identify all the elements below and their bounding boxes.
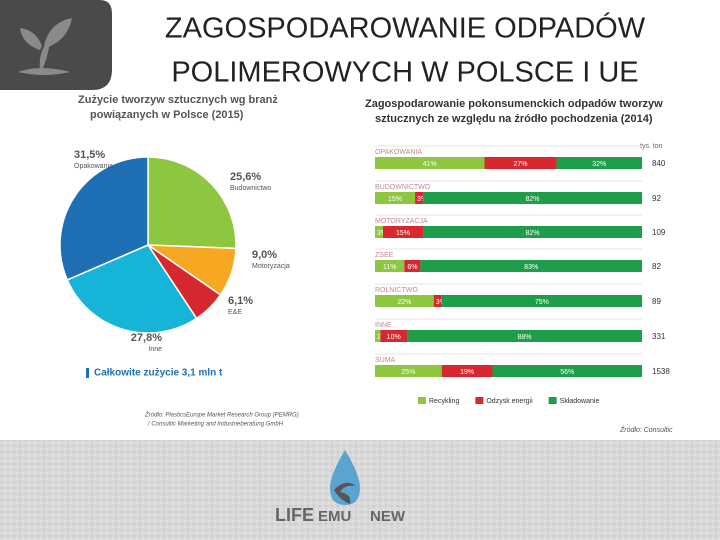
segment-label: 11% xyxy=(383,264,397,271)
pie-note: Całkowite zużycie 3,1 mln t xyxy=(94,368,223,379)
total-label: 92 xyxy=(652,194,661,203)
category-label: SUMA xyxy=(375,357,396,364)
charts: 25,6% Budownictwo 9,0% Motoryzacja 6,1% E&E 27… xyxy=(59,145,670,405)
plant-icon xyxy=(18,18,72,75)
slice-label: Motoryzacja xyxy=(252,263,290,270)
footer-logo xyxy=(330,450,360,505)
bar-segment xyxy=(380,330,408,342)
segment-label: 15% xyxy=(396,230,410,237)
slice-value: 9,0% xyxy=(252,249,277,261)
segment-label: 41% xyxy=(423,161,437,168)
totals-header: tys. ton xyxy=(640,143,663,150)
footer-band xyxy=(0,440,720,540)
category-label: ROLNICTWO xyxy=(375,287,418,294)
bar-title: sztucznych ze względu na źródło pochodze… xyxy=(375,113,653,125)
slice-label: Opakowania xyxy=(74,163,113,170)
slice-value: 25,6% xyxy=(230,171,261,183)
bar-segment xyxy=(423,192,642,204)
pie-slice xyxy=(147,156,237,250)
legend-label: Recykling xyxy=(429,398,459,405)
pie-source: Źródło: PlasticsEurope Market Research G… xyxy=(144,412,299,419)
bar-segment xyxy=(407,330,642,342)
pie-slice xyxy=(59,156,149,281)
slice-label: Budownictwo xyxy=(230,185,271,192)
bar-segment xyxy=(375,192,416,204)
bar-source: Źródło: Consultic xyxy=(619,425,673,434)
category-label: MOTORYZACJA xyxy=(375,218,428,225)
bar-segment xyxy=(441,295,642,307)
segment-label: 32% xyxy=(592,161,606,168)
footer-text: EMU xyxy=(318,508,351,525)
bar-segment xyxy=(433,295,442,307)
bar-segment xyxy=(441,365,493,377)
segment-label: 25% xyxy=(401,369,415,376)
total-label: 82 xyxy=(652,262,661,271)
slice-value: 31,5% xyxy=(74,149,105,161)
bar-segment xyxy=(375,365,442,377)
slide-title: ZAGOSPODAROWANIE ODPADÓW xyxy=(165,12,646,45)
bar-segment xyxy=(556,157,642,169)
bar-title: Zagospodarowanie pokonsumenckich odpadów… xyxy=(365,98,663,110)
footer-text: LIFE xyxy=(275,505,314,525)
slice-value: 27,8% xyxy=(131,332,162,344)
bar-segment xyxy=(484,157,557,169)
pie-title: powiązanych w Polsce (2015) xyxy=(90,109,244,121)
segment-label: 3% xyxy=(377,230,387,237)
segment-label: 82% xyxy=(526,196,540,203)
segment-label: 15% xyxy=(388,196,402,203)
legend-swatch xyxy=(475,397,484,404)
pie-title: Zużycie tworzyw sztucznych wg branż xyxy=(78,94,278,106)
slice-label: E&E xyxy=(228,309,242,316)
bar-segment xyxy=(375,157,485,169)
pie-source: / Consultic Marketing and Industrieberat… xyxy=(147,422,284,428)
bar-segment xyxy=(375,226,384,238)
category-label: ZSEE xyxy=(375,252,394,259)
category-label: INNE xyxy=(375,322,392,329)
logo-badge xyxy=(0,0,112,90)
bar-segment xyxy=(415,192,424,204)
note-bar xyxy=(86,368,89,378)
total-label: 331 xyxy=(652,332,666,341)
total-label: 1538 xyxy=(652,367,670,376)
segment-label: 10% xyxy=(387,334,401,341)
segment-label: 83% xyxy=(524,264,538,271)
bar-segment xyxy=(404,260,421,272)
total-label: 89 xyxy=(652,297,661,306)
segment-label: 3% xyxy=(436,299,446,306)
category-label: BUDOWNICTWO xyxy=(375,184,431,191)
total-label: 840 xyxy=(652,159,666,168)
legend-label: Składowanie xyxy=(560,398,600,405)
segment-label: 19% xyxy=(460,369,474,376)
bar-segment xyxy=(375,330,381,342)
segment-label: 22% xyxy=(397,299,411,306)
bar-segment xyxy=(492,365,642,377)
pie-slice xyxy=(66,244,198,334)
segment-label: 75% xyxy=(535,299,549,306)
slice-value: 6,1% xyxy=(228,295,253,307)
bar-segment xyxy=(375,295,434,307)
segment-label: 56% xyxy=(560,369,574,376)
bar-segment xyxy=(423,226,642,238)
segment-label: 27% xyxy=(514,161,528,168)
category-label: OPAKOWANIA xyxy=(375,149,422,156)
slide-title: POLIMEROWYCH W POLSCE I UE xyxy=(171,57,638,89)
segment-label: 88% xyxy=(518,334,532,341)
bar-segment xyxy=(420,260,642,272)
bar-segment xyxy=(375,260,405,272)
segment-label: 6% xyxy=(407,264,417,271)
bar-segment xyxy=(383,226,424,238)
total-label: 109 xyxy=(652,228,666,237)
footer-text: NEW xyxy=(370,508,406,525)
slice-label: Inne xyxy=(148,346,162,353)
legend-swatch xyxy=(548,397,557,404)
legend-label: Odzysk energii xyxy=(486,398,533,405)
legend-swatch xyxy=(418,397,426,404)
segment-label: 82% xyxy=(526,230,540,237)
segment-label: 3% xyxy=(417,196,427,203)
